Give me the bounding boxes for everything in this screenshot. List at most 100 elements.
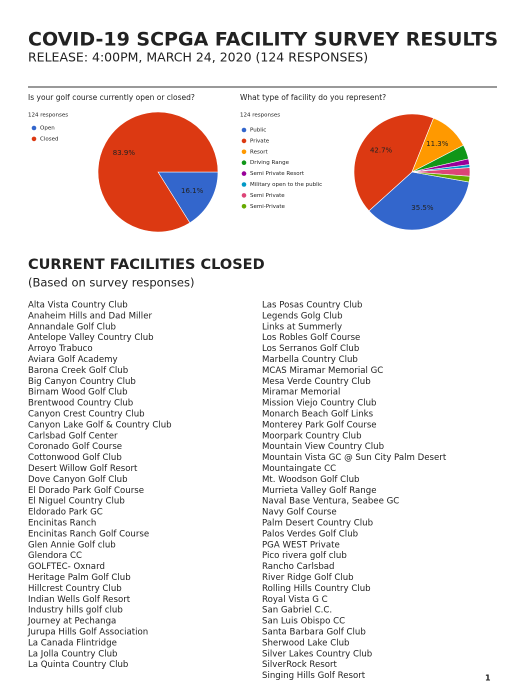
facility-name: Alta Vista Country Club xyxy=(28,301,128,311)
pie-slice xyxy=(157,171,219,224)
facility-name: Miramar Memorial xyxy=(262,388,340,398)
section-subtitle: (Based on survey responses) xyxy=(28,276,195,290)
pie-slice xyxy=(97,111,219,233)
facility-name: Mountaingate CC xyxy=(262,464,336,474)
legend-label: Closed xyxy=(40,136,58,142)
facility-name: Moorpark Country Club xyxy=(262,431,362,441)
facility-name: Rancho Carlsbad xyxy=(262,562,335,572)
facility-name: MCAS Miramar Memorial GC xyxy=(262,366,383,376)
facility-name: Industry hills golf club xyxy=(28,606,123,616)
facility-name: Santa Barbara Golf Club xyxy=(262,628,366,638)
chart-subtitle: 124 responses xyxy=(240,113,280,119)
facility-name: Aviara Golf Academy xyxy=(28,355,118,365)
slice-label: 42.7% xyxy=(370,146,393,154)
page-number: 1 xyxy=(485,674,491,683)
slice-label: 11.3% xyxy=(426,140,449,148)
facility-name: Brentwood Country Club xyxy=(28,399,133,409)
facility-name: Silver Lakes Country Club xyxy=(262,649,372,659)
facility-name: Dove Canyon Golf Club xyxy=(28,475,128,485)
facility-name: Legends Golg Club xyxy=(262,311,343,321)
facility-name: Desert Willow Golf Resort xyxy=(28,464,138,474)
legend-marker xyxy=(241,193,247,198)
facility-name: Barona Creek Golf Club xyxy=(28,366,128,376)
pie-slice xyxy=(368,171,470,231)
legend-marker xyxy=(241,171,247,176)
facility-name: Marbella Country Club xyxy=(262,355,358,365)
facility-name: Links at Summerly xyxy=(262,322,342,332)
facility-name: Glendora CC xyxy=(28,551,82,561)
facility-name: River Ridge Golf Club xyxy=(262,573,354,583)
slice-label: 35.5% xyxy=(411,204,434,212)
facility-name: Mission Viejo Country Club xyxy=(262,399,376,409)
slice-label: 83.9% xyxy=(113,149,136,157)
facility-name: Encinitas Ranch xyxy=(28,519,96,529)
facility-name: Mesa Verde Country Club xyxy=(262,377,371,387)
facility-name: El Niguel Country Club xyxy=(28,497,125,507)
facility-name: Anaheim Hills and Dad Miller xyxy=(28,311,152,321)
legend-label: Semi Private Resort xyxy=(250,171,305,177)
legend-label: Military open to the public xyxy=(250,182,322,188)
facility-name: Carlsbad Golf Center xyxy=(28,431,118,441)
subtitle: RELEASE: 4:00PM, MARCH 24, 2020 (124 RES… xyxy=(28,50,368,65)
facility-name: Naval Base Ventura, Seabee GC xyxy=(262,497,399,507)
facility-name: San Luis Obispo CC xyxy=(262,617,345,627)
legend-marker xyxy=(241,204,247,209)
facility-name: Journey at Pechanga xyxy=(27,617,116,627)
facility-name: Los Serranos Golf Club xyxy=(262,344,359,354)
legend-label: Private xyxy=(250,138,270,144)
facility-name: Murrieta Valley Golf Range xyxy=(262,486,376,496)
facility-name: Big Canyon Country Club xyxy=(28,377,136,387)
legend-marker xyxy=(241,138,247,144)
title: COVID-19 SCPGA FACILITY SURVEY RESULTS xyxy=(28,29,498,51)
pie-slice xyxy=(411,171,471,183)
legend-label: Open xyxy=(40,126,55,132)
facility-name: Pico rivera golf club xyxy=(262,551,347,561)
facility-name: Sherwood Lake Club xyxy=(262,638,350,648)
legend-label: Semi Private xyxy=(250,193,285,199)
facility-name: Rolling Hills Country Club xyxy=(262,584,371,594)
legend-label: Public xyxy=(250,128,266,134)
facility-name: La Jolla Country Club xyxy=(28,649,118,659)
facility-name: Canyon Lake Golf & Country Club xyxy=(28,420,172,430)
facility-name: Hillcrest Country Club xyxy=(28,584,122,594)
legend-label: Resort xyxy=(250,149,268,155)
legend-marker xyxy=(31,136,37,142)
facility-name: Los Robles Golf Course xyxy=(262,333,360,343)
slice-label: 16.1% xyxy=(181,187,204,195)
facility-name: La Canada Flintridge xyxy=(28,638,117,648)
legend-marker xyxy=(241,160,247,165)
legend-marker xyxy=(241,182,247,187)
chart-title: Is your golf course currently open or cl… xyxy=(28,93,195,102)
facility-name: Singing Hills Golf Resort xyxy=(262,671,366,681)
facility-name: Encinitas Ranch Golf Course xyxy=(28,529,149,539)
facility-name: SilverRock Resort xyxy=(262,660,338,670)
facility-name: Cottonwood Golf Club xyxy=(28,453,122,463)
facility-name: La Quinta Country Club xyxy=(28,660,128,670)
facility-name: Jurupa Hills Golf Association xyxy=(27,628,148,638)
facility-name: Glen Annie Golf club xyxy=(28,540,116,550)
facility-name: Heritage Palm Golf Club xyxy=(28,573,131,583)
chart-title: What type of facility do you represent? xyxy=(240,93,386,102)
facility-name: Palos Verdes Golf Club xyxy=(262,529,358,539)
legend-marker xyxy=(241,149,247,155)
facility-name: Antelope Valley Country Club xyxy=(28,333,154,343)
facility-name: Birnam Wood Golf Club xyxy=(28,388,128,398)
facility-name: El Dorado Park Golf Course xyxy=(28,486,144,496)
facility-name: Coronado Golf Course xyxy=(28,442,122,452)
facility-name: Navy Golf Course xyxy=(262,508,337,518)
facility-name: Monarch Beach Golf Links xyxy=(262,410,374,420)
facility-name: Eldorado Park GC xyxy=(28,508,103,518)
facility-name: GOLFTEC- Oxnard xyxy=(28,562,105,572)
facility-name: Arroyo Trabuco xyxy=(28,344,93,354)
section-title: CURRENT FACILITIES CLOSED xyxy=(28,257,265,273)
facility-name: Annandale Golf Club xyxy=(28,322,116,332)
legend-label: Driving Range xyxy=(250,160,290,166)
facility-name: Palm Desert Country Club xyxy=(262,519,373,529)
pie-slice xyxy=(353,113,434,212)
legend-marker xyxy=(241,127,247,133)
facility-name: San Gabriel C.C. xyxy=(262,606,332,616)
facility-name: Monterey Park Golf Course xyxy=(262,420,377,430)
facility-name: Mountain View Country Club xyxy=(262,442,384,452)
